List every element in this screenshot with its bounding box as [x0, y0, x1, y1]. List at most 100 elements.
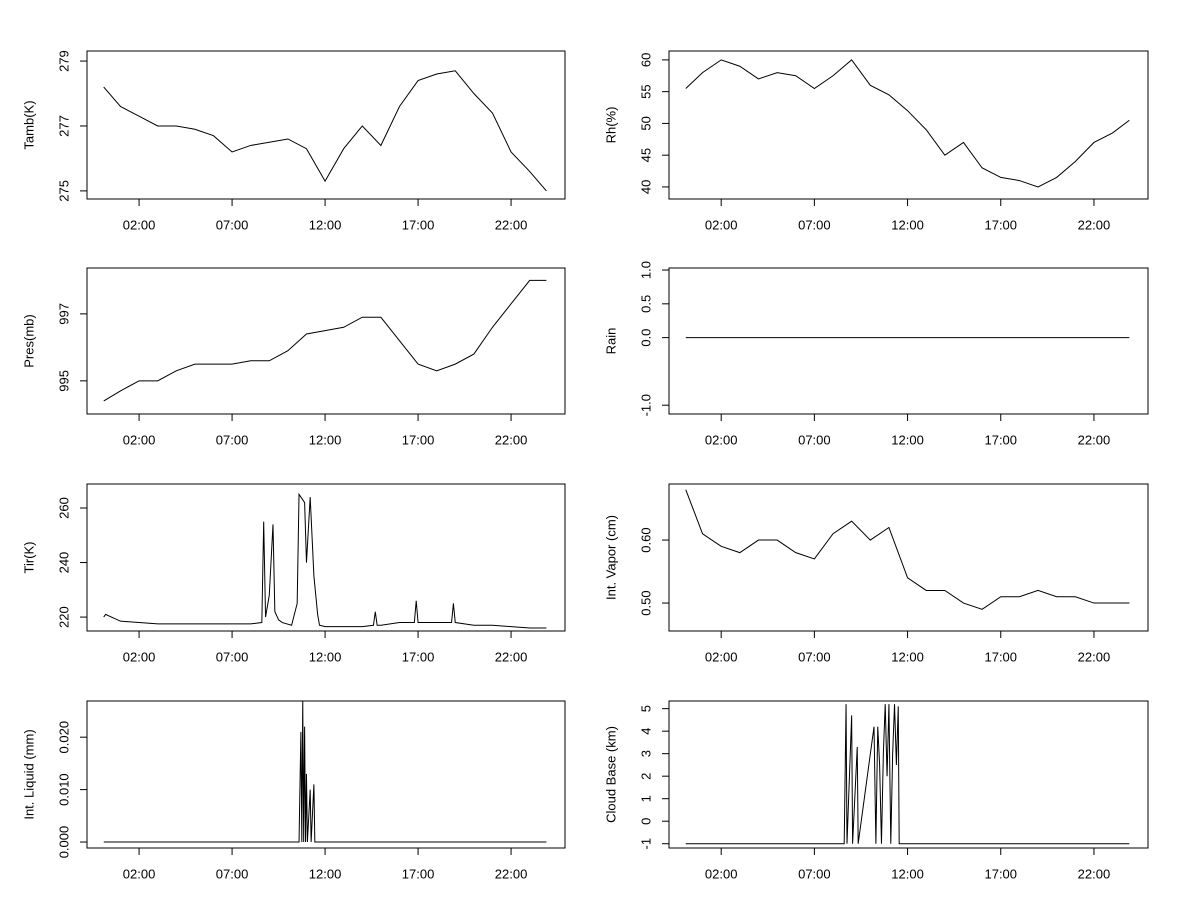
x-tick-label: 17:00: [984, 432, 1017, 447]
x-tick-label: 07:00: [798, 432, 831, 447]
x-tick-label: 17:00: [402, 649, 435, 664]
panel: 02:00 07:00 12:00 17:00 22:00 995 997 Pres(mb): [21, 267, 566, 447]
y-tick-label: 220: [56, 606, 71, 628]
y-tick-label: -1: [638, 838, 653, 850]
y-axis-label: Pres(mb): [21, 314, 36, 367]
x-tick-label: 12:00: [309, 866, 342, 881]
x-tick-label: 02:00: [705, 649, 738, 664]
x-tick-label: 07:00: [216, 217, 249, 232]
x-tick-label: 12:00: [891, 432, 924, 447]
panel: 02:00 07:00 12:00 17:00 22:00 40 45 50 55 60 Rh(%): [603, 50, 1149, 232]
x-tick-label: 17:00: [984, 217, 1017, 232]
x-tick-label: 07:00: [216, 649, 249, 664]
plot-frame: [86, 50, 566, 200]
plot-frame: [668, 267, 1149, 415]
y-tick-label: 0.60: [638, 527, 653, 552]
x-tick-label: 02:00: [705, 866, 738, 881]
y-tick-label: 45: [638, 148, 653, 162]
y-tick-label: 0.5: [638, 295, 653, 313]
data-line: [685, 704, 1130, 845]
y-axis-label: Int. Liquid (mm): [21, 729, 36, 819]
x-tick-label: 02:00: [123, 217, 156, 232]
x-tick-label: 07:00: [798, 217, 831, 232]
y-tick-label: 40: [638, 180, 653, 194]
x-tick-label: 17:00: [402, 866, 435, 881]
plot-frame: [86, 267, 566, 415]
x-tick-label: 02:00: [123, 866, 156, 881]
y-tick-label: -1.0: [638, 394, 653, 416]
y-tick-label: 5: [638, 705, 653, 712]
plot-frame: [86, 700, 566, 849]
x-tick-label: 02:00: [123, 649, 156, 664]
y-tick-label: 997: [56, 303, 71, 325]
panel: 02:00 07:00 12:00 17:00 22:00 0.000 0.010 0.020…: [21, 700, 566, 881]
y-tick-label: 1.0: [638, 261, 653, 279]
x-tick-label: 17:00: [984, 866, 1017, 881]
x-tick-label: 12:00: [309, 432, 342, 447]
y-tick-label: 277: [56, 115, 71, 137]
x-tick-label: 22:00: [495, 866, 528, 881]
x-tick-label: 07:00: [216, 866, 249, 881]
y-tick-label: 240: [56, 552, 71, 574]
y-tick-label: 279: [56, 50, 71, 72]
y-tick-label: 2: [638, 773, 653, 780]
y-axis-label: Rh(%): [603, 107, 618, 144]
x-tick-label: 17:00: [984, 649, 1017, 664]
y-axis-label: Tamb(K): [21, 100, 36, 149]
x-tick-label: 22:00: [495, 432, 528, 447]
plot-frame: [668, 50, 1149, 200]
x-tick-label: 02:00: [123, 432, 156, 447]
plot-frame: [86, 483, 566, 632]
data-line: [685, 489, 1130, 610]
x-tick-label: 07:00: [798, 649, 831, 664]
panel: 02:00 07:00 12:00 17:00 22:00 220 240 260 Tir(K): [21, 483, 566, 664]
x-tick-label: 22:00: [1078, 217, 1111, 232]
x-tick-label: 22:00: [1078, 649, 1111, 664]
plot-frame: [668, 483, 1149, 632]
y-tick-label: 260: [56, 497, 71, 519]
x-tick-label: 07:00: [798, 866, 831, 881]
x-tick-label: 12:00: [309, 217, 342, 232]
x-tick-label: 22:00: [1078, 866, 1111, 881]
y-tick-label: 275: [56, 180, 71, 202]
y-tick-label: 0: [638, 818, 653, 825]
x-tick-label: 12:00: [309, 649, 342, 664]
x-tick-label: 22:00: [495, 649, 528, 664]
y-axis-label: Tir(K): [21, 541, 36, 573]
x-tick-label: 07:00: [216, 432, 249, 447]
y-tick-label: 60: [638, 53, 653, 67]
x-tick-label: 22:00: [495, 217, 528, 232]
plot-frame: [668, 700, 1149, 849]
x-tick-label: 02:00: [705, 432, 738, 447]
data-line: [103, 70, 547, 192]
panel: 02:00 07:00 12:00 17:00 22:00 275 277 279 Tamb(K…: [21, 50, 566, 232]
data-line: [103, 700, 547, 843]
x-tick-label: 17:00: [402, 217, 435, 232]
panel: 02:00 07:00 12:00 17:00 22:00 -1 0 1 2 3 4 5 Cloud B…: [603, 700, 1149, 881]
y-tick-label: 0.50: [638, 590, 653, 615]
y-axis-label: Rain: [603, 328, 618, 355]
x-tick-label: 17:00: [402, 432, 435, 447]
y-axis-label: Cloud Base (km): [603, 726, 618, 823]
y-tick-label: 55: [638, 84, 653, 98]
x-tick-label: 12:00: [891, 866, 924, 881]
y-tick-label: 50: [638, 116, 653, 130]
y-tick-label: 0.020: [56, 721, 71, 754]
x-tick-label: 12:00: [891, 649, 924, 664]
y-tick-label: 0.010: [56, 773, 71, 806]
x-tick-label: 02:00: [705, 217, 738, 232]
y-tick-label: 1: [638, 795, 653, 802]
x-tick-label: 22:00: [1078, 432, 1111, 447]
panel: 02:00 07:00 12:00 17:00 22:00 0.50 0.60 Int. Va…: [603, 483, 1149, 664]
y-tick-label: 3: [638, 750, 653, 757]
y-tick-label: 0.000: [56, 826, 71, 859]
x-tick-label: 12:00: [891, 217, 924, 232]
data-line: [685, 59, 1130, 188]
data-line: [103, 492, 547, 629]
y-tick-label: 995: [56, 370, 71, 392]
y-tick-label: 4: [638, 728, 653, 735]
panel: 02:00 07:00 12:00 17:00 22:00 -1.0 0.0 0.5 1.0 Ra…: [603, 261, 1149, 447]
data-line: [103, 279, 547, 402]
y-axis-label: Int. Vapor (cm): [603, 515, 618, 600]
